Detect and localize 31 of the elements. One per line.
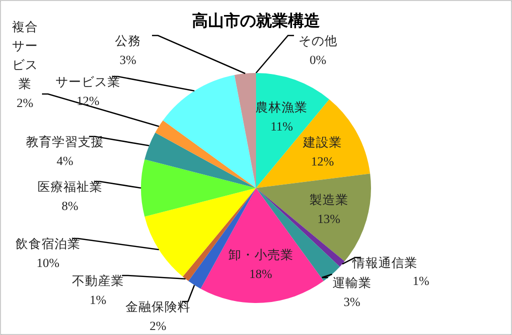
slice-label: 情報通信業 xyxy=(352,256,418,270)
slice-label: 建設業 xyxy=(302,135,342,150)
data-label: 12% xyxy=(76,94,100,108)
data-label: 1% xyxy=(412,274,430,288)
data-label: 10% xyxy=(36,256,60,270)
slice-label: 運輸業 xyxy=(332,276,372,290)
slice-label: 製造業 xyxy=(309,193,348,208)
data-label: 18% xyxy=(249,266,272,281)
data-label: 8% xyxy=(62,199,78,213)
slice-label: 医療福祉業 xyxy=(38,180,102,194)
text: 0% xyxy=(310,53,326,67)
data-label: 3% xyxy=(120,53,136,67)
slice-label: 卸・小売業 xyxy=(228,248,294,262)
data-label: 2% xyxy=(150,319,166,333)
data-label: 1% xyxy=(90,293,106,307)
slice-label: 飲食宿泊業 xyxy=(16,236,80,251)
slice-label: 教育学習支援 xyxy=(26,134,104,149)
category-label: その他 xyxy=(298,34,338,48)
data-label: 11% xyxy=(270,120,293,134)
slice-label: 公務 xyxy=(115,34,141,48)
slice-label: 不動産業 xyxy=(72,273,124,288)
chart-title: 高山市の就業構造 xyxy=(192,11,321,30)
data-label: 3% xyxy=(344,295,360,309)
data-label: 12% xyxy=(311,154,334,168)
slice-label: 農林漁業 xyxy=(256,100,308,115)
data-label: 2% xyxy=(16,96,34,110)
data-label: 4% xyxy=(56,154,74,168)
slice-label: 金融保険料 xyxy=(126,300,190,314)
slice-label: サービス業 xyxy=(56,75,120,89)
data-label: 13% xyxy=(317,212,340,226)
slice-label: 複合サービス業 xyxy=(12,20,38,91)
